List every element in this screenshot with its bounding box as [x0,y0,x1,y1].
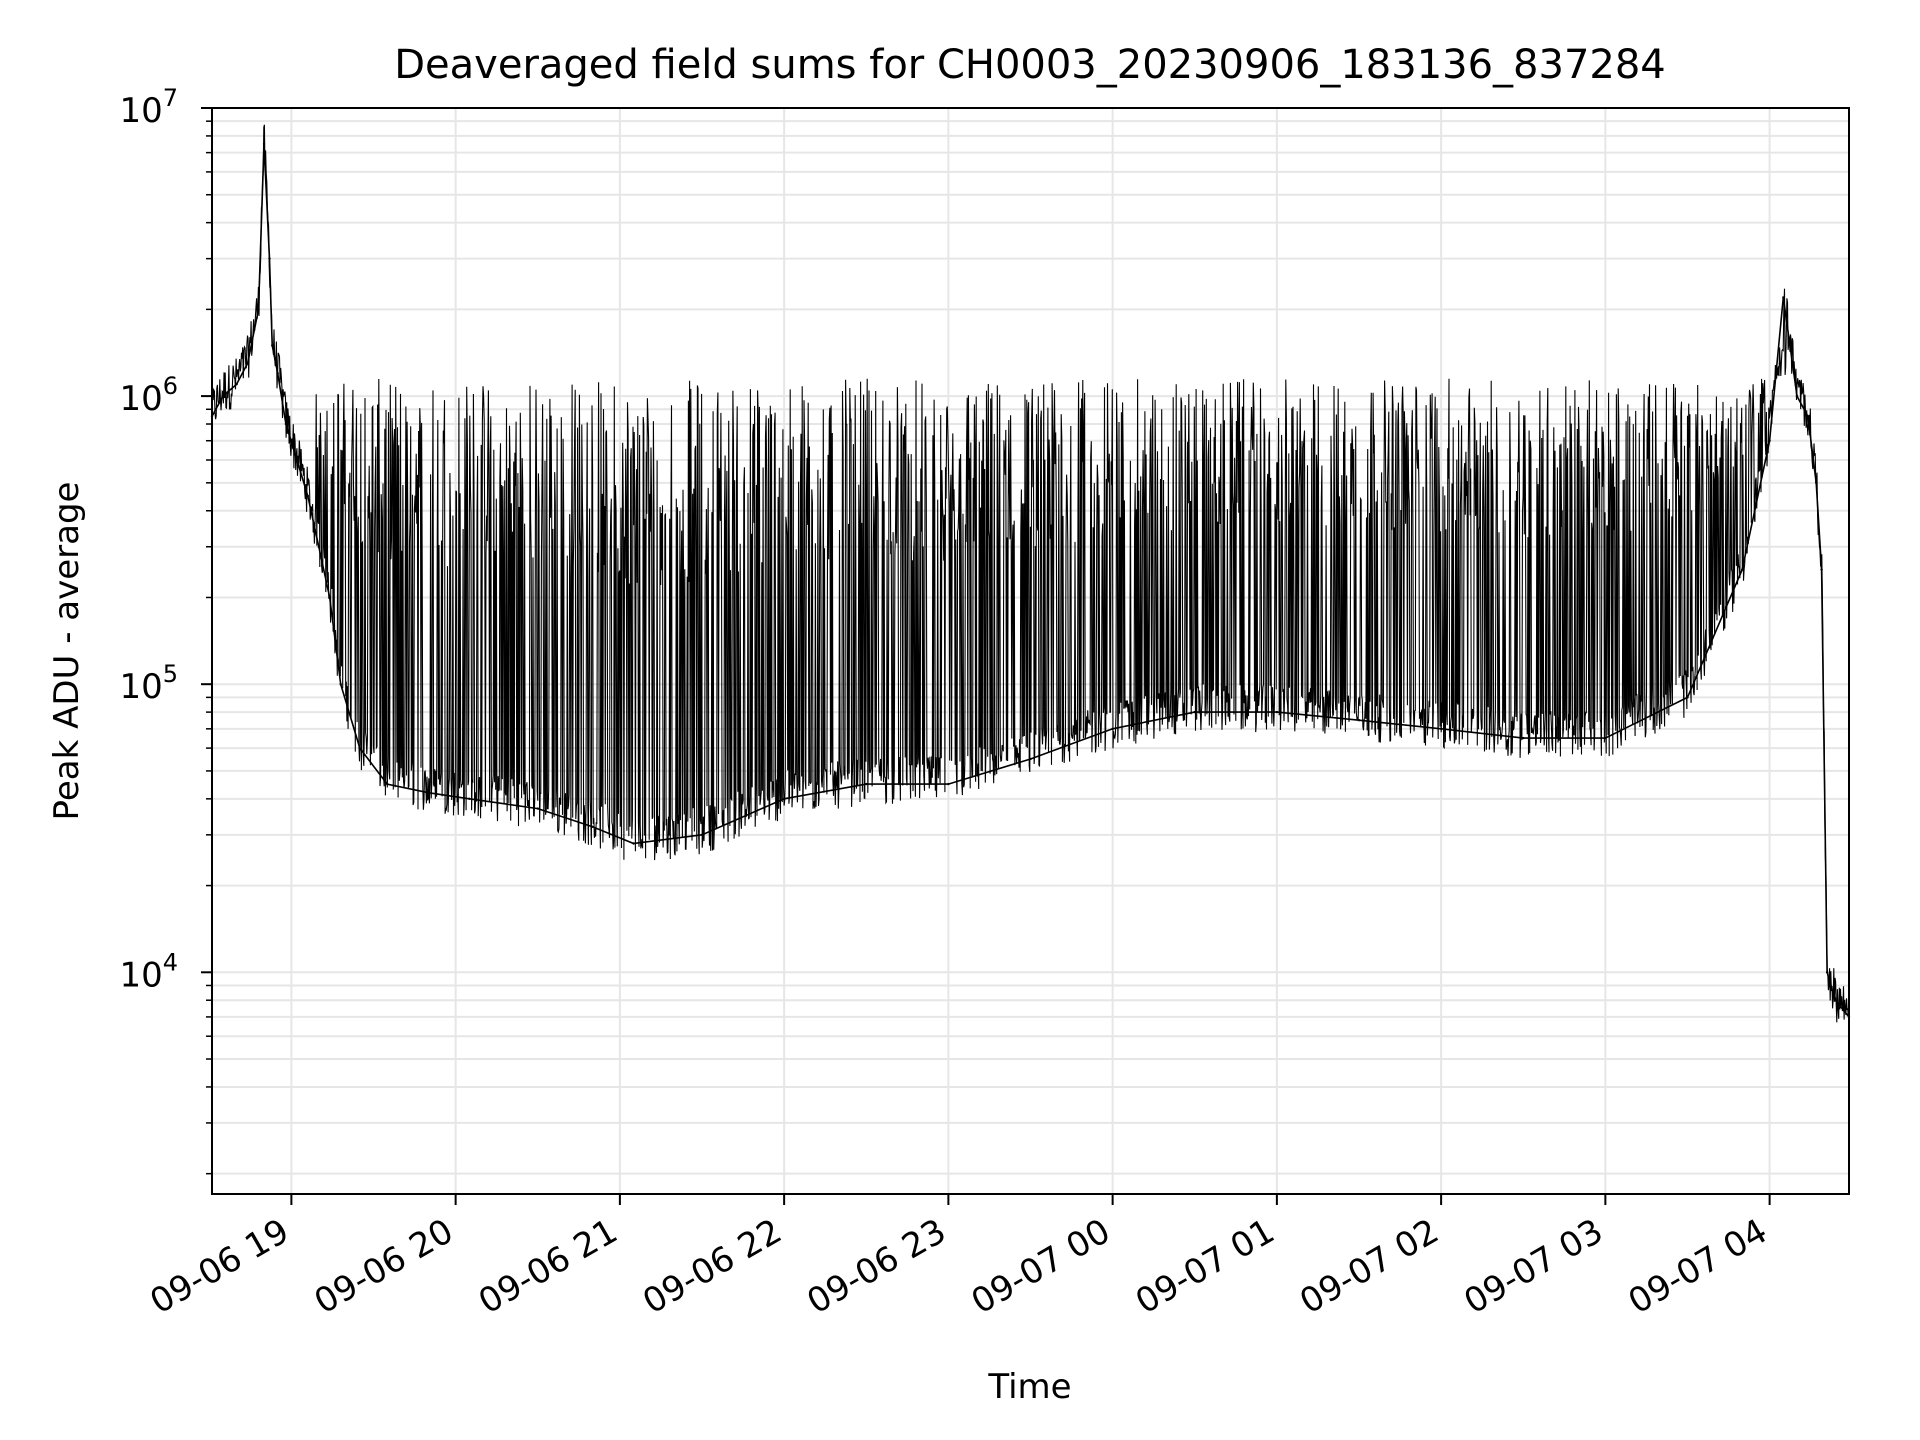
y-tick-base: 10 [119,667,162,707]
data-point [1522,736,1525,740]
data-point [1275,710,1279,714]
y-tick-label: 104 [119,948,178,995]
y-tick-label: 106 [119,372,178,419]
y-tick-exponent: 6 [163,372,178,400]
data-point [1741,568,1744,571]
y-tick-base: 10 [119,91,162,131]
y-tick-exponent: 5 [163,660,178,688]
data-point [339,683,342,686]
data-point [536,807,539,810]
data-point [1768,439,1771,442]
y-tick-exponent: 7 [163,84,178,112]
y-tick-exponent: 4 [163,948,178,976]
y-tick-label: 107 [119,84,178,131]
plot-frame [211,107,1850,1195]
series-trace [211,124,1850,1023]
y-tick-base: 10 [119,955,162,995]
y-tick-base: 10 [119,379,162,419]
y-tick-label: 105 [119,660,178,707]
y-axis-label: Peak ADU - average [47,482,87,821]
data-point [865,782,868,786]
data-point [468,797,471,800]
data-point [632,842,635,845]
data-point [947,782,950,786]
chart-title: Deaveraged field sums for CH0003_2023090… [394,42,1666,88]
grid [212,108,1849,1194]
x-axis-label: Time [987,1367,1071,1407]
